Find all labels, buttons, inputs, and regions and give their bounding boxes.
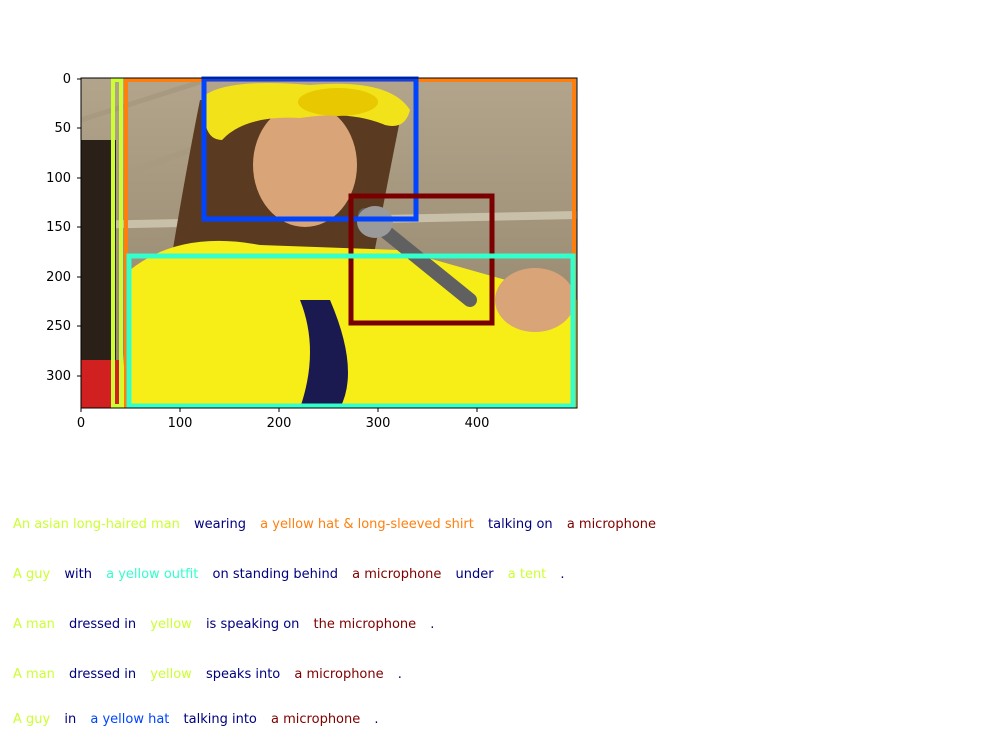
caption-line-2: A guy with a yellow outfit on standing b…	[13, 567, 575, 583]
caption-segment: yellow	[150, 617, 192, 632]
caption-segment: a yellow hat & long-sleeved shirt	[260, 517, 474, 532]
caption-segment: a microphone	[294, 667, 384, 682]
caption-segment: a tent	[507, 567, 547, 582]
x-tick-label: 400	[465, 416, 490, 431]
axes-frame	[80, 77, 578, 409]
caption-segment: on standing behind	[212, 567, 339, 582]
caption-segment: in	[64, 712, 77, 727]
caption-segment: A guy	[13, 567, 51, 582]
caption-line-1: An asian long-haired man wearing a yello…	[13, 517, 666, 533]
caption-segment: a microphone	[271, 712, 361, 727]
caption-segment: .	[397, 667, 402, 682]
bbox-outfit	[126, 253, 576, 409]
y-tick-label: 100	[46, 171, 71, 186]
caption-segment: .	[430, 617, 435, 632]
y-tick-label: 200	[46, 270, 71, 285]
caption-segment: yellow	[150, 667, 192, 682]
caption-segment: the microphone	[313, 617, 417, 632]
x-tick-label: 100	[168, 416, 193, 431]
y-tick-label: 0	[63, 72, 71, 87]
y-tick-label: 300	[46, 369, 71, 384]
caption-segment: a yellow hat	[90, 712, 170, 727]
x-axis: 0 100 200 300 400	[77, 408, 490, 431]
caption-segment: under	[455, 567, 494, 582]
caption-segment: wearing	[193, 517, 247, 532]
caption-segment: talking into	[183, 712, 257, 727]
caption-segment: A guy	[13, 712, 51, 727]
y-tick-label: 50	[54, 121, 71, 136]
y-tick-label: 150	[46, 220, 71, 235]
caption-segment: speaks into	[205, 667, 281, 682]
caption-segment: is speaking on	[205, 617, 300, 632]
caption-segment: with	[64, 567, 92, 582]
caption-segment: a microphone	[352, 567, 442, 582]
bbox-microphone	[348, 193, 495, 326]
caption-segment: a microphone	[566, 517, 657, 532]
x-tick-label: 300	[366, 416, 391, 431]
caption-segment: dressed in	[69, 617, 137, 632]
x-tick-label: 0	[77, 416, 85, 431]
y-axis: 0 50 100 150 200 250 300	[46, 72, 81, 384]
annotated-figure: 0 50 100 150 200 250 300 0 100 200 300 4…	[46, 72, 578, 431]
caption-segment: .	[374, 712, 379, 727]
caption-segment: talking on	[488, 517, 553, 532]
x-tick-label: 200	[267, 416, 292, 431]
caption-line-3: A man dressed in yellow is speaking on t…	[13, 617, 444, 633]
caption-line-4: A man dressed in yellow speaks into a mi…	[13, 667, 412, 683]
caption-segment: A man	[13, 617, 55, 632]
caption-segment: A man	[13, 667, 55, 682]
caption-segment: a yellow outfit	[106, 567, 199, 582]
y-tick-label: 250	[46, 319, 71, 334]
caption-segment: dressed in	[69, 667, 137, 682]
caption-segment: .	[560, 567, 565, 582]
bbox-hat	[201, 76, 419, 222]
bbox-tent	[111, 78, 123, 408]
caption-segment: An asian long-haired man	[13, 517, 180, 532]
caption-line-5: A guy in a yellow hat talking into a mic…	[13, 712, 389, 728]
photo	[81, 78, 577, 408]
